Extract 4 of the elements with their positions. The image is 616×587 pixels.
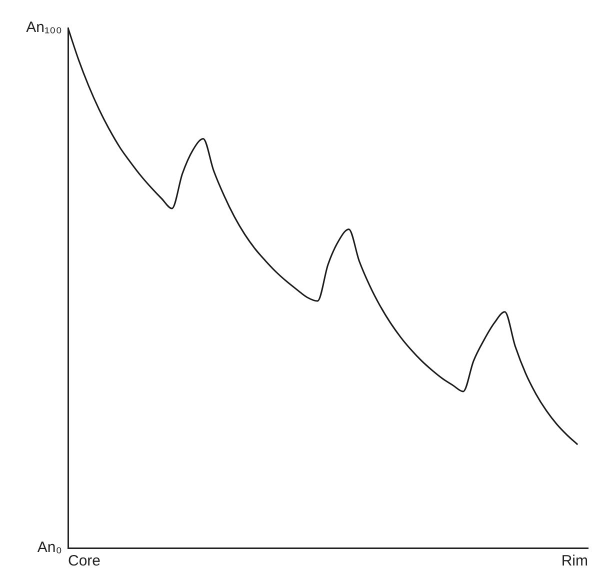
text: An₀ (37, 539, 62, 556)
text: Core (68, 552, 101, 570)
text: An₁₀₀ (26, 19, 62, 36)
text: Rim (561, 552, 588, 570)
